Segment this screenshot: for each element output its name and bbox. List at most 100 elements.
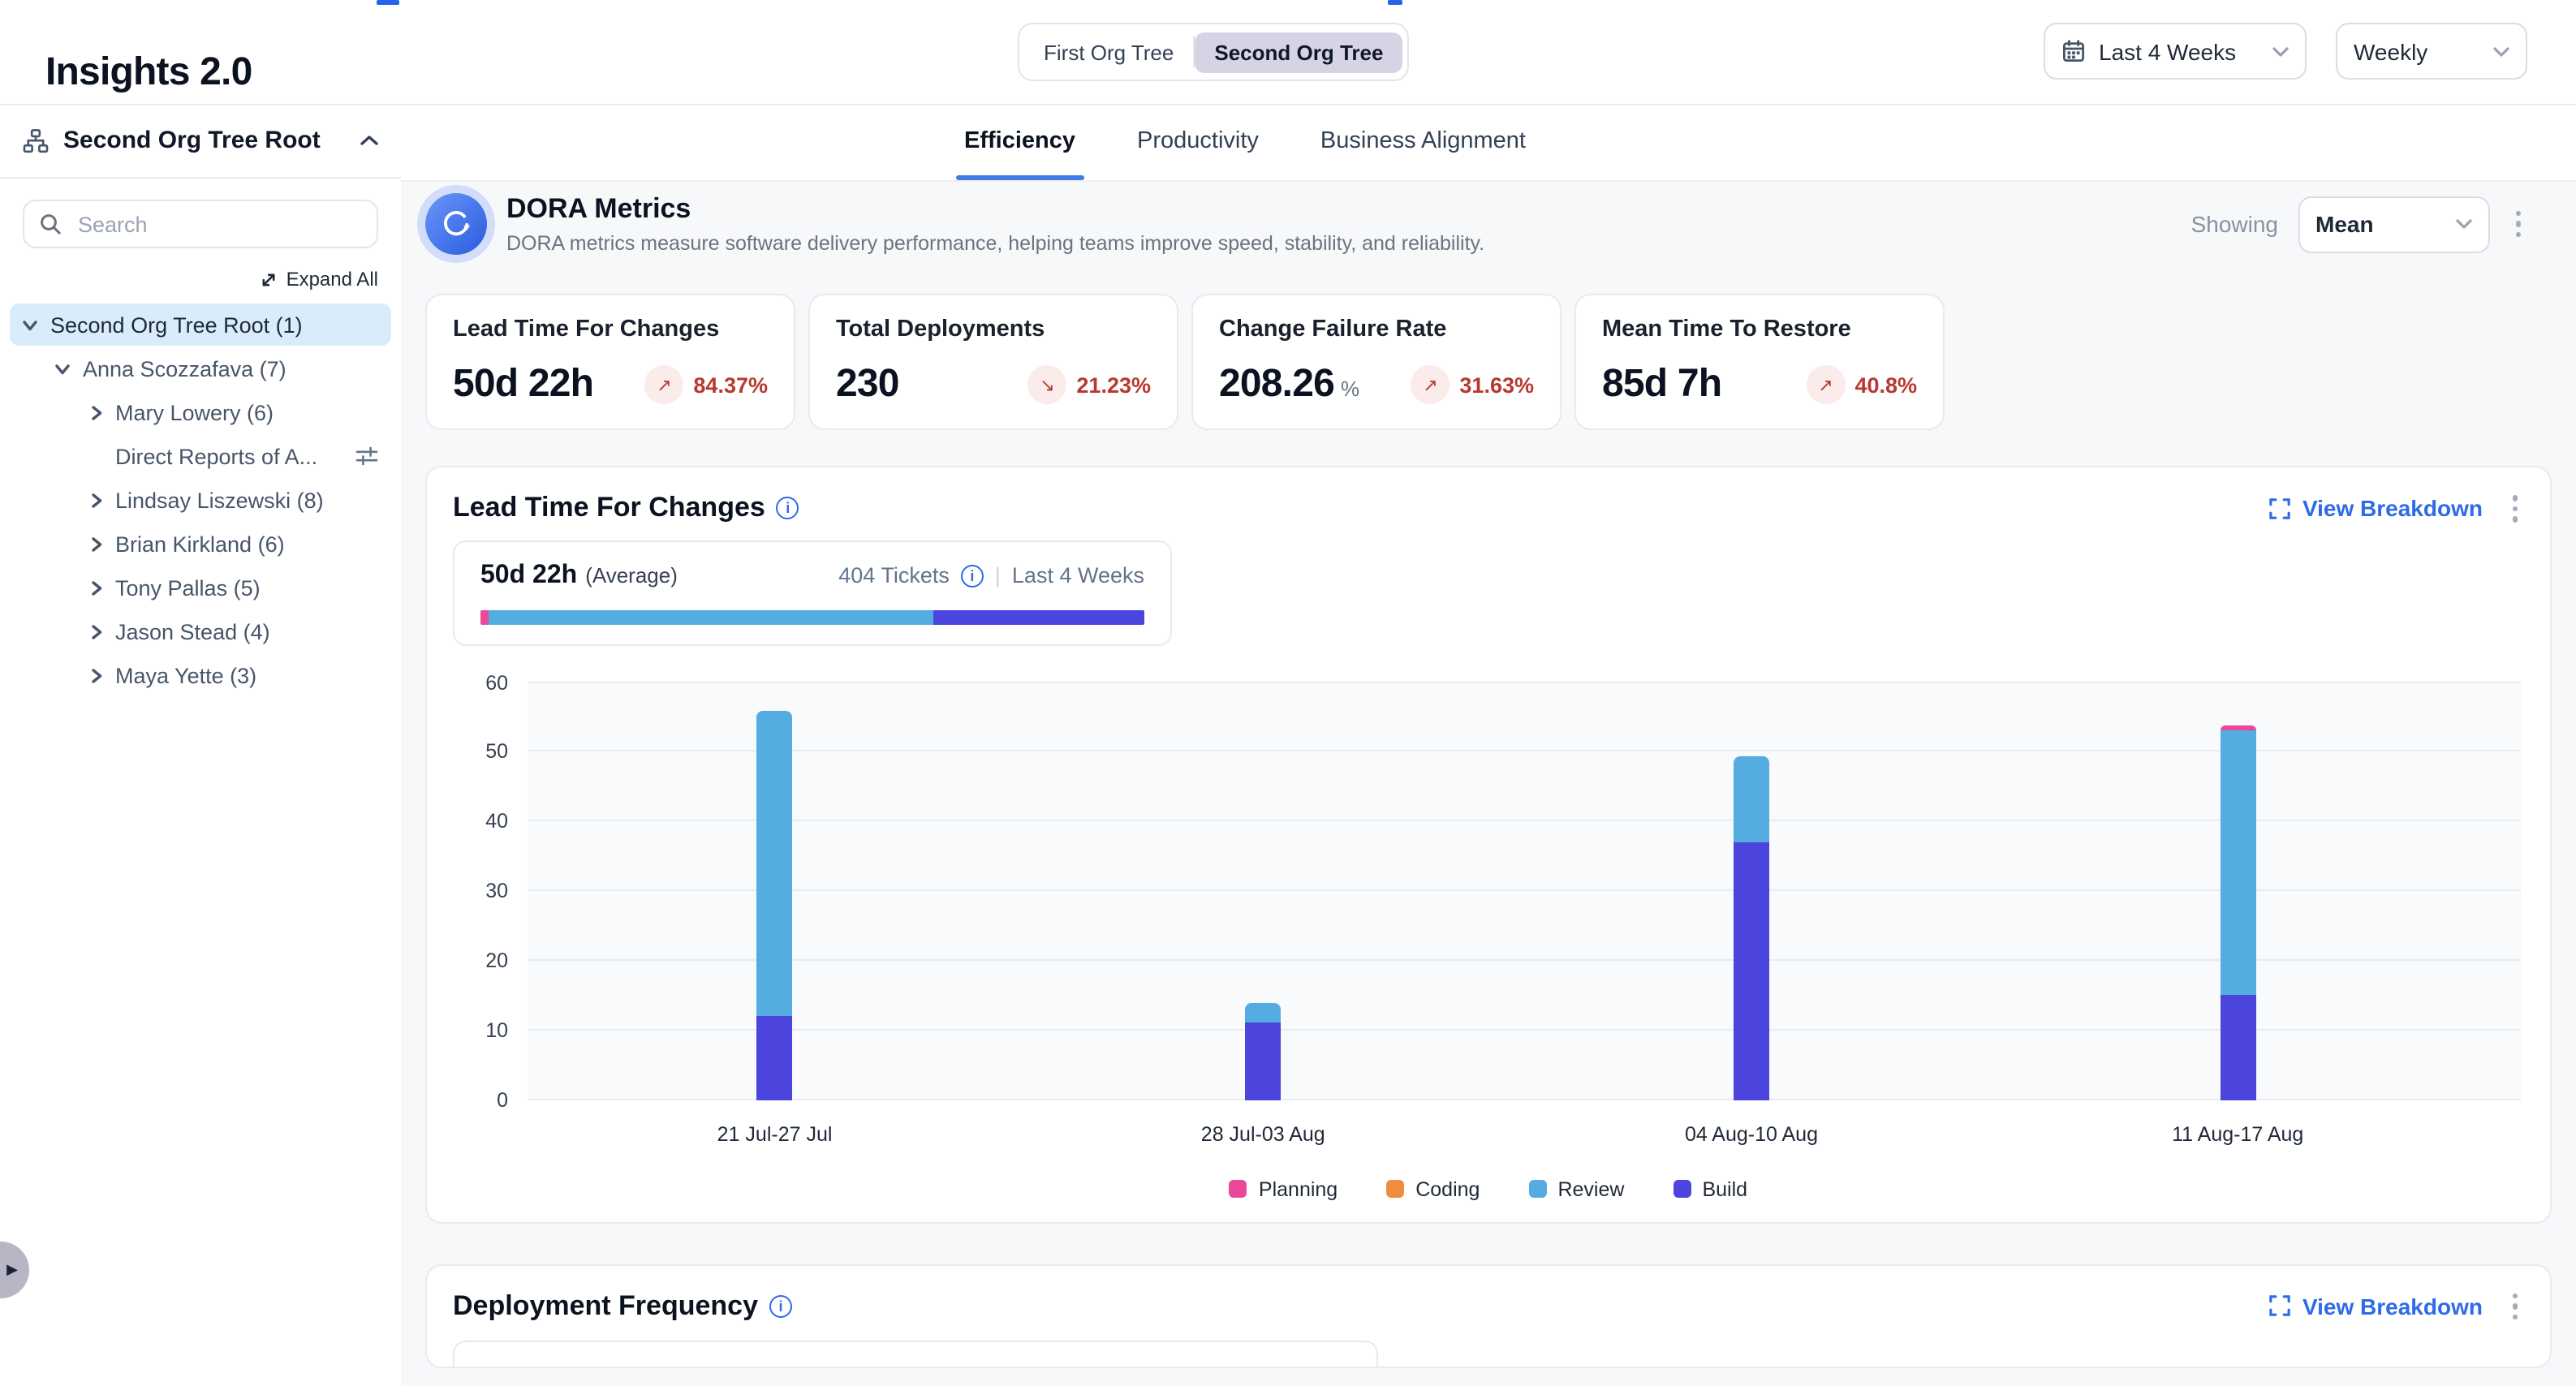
metric-card-title: Total Deployments [836,316,1045,342]
bar-segment-review[interactable] [1733,755,1769,843]
org-chart-icon [23,127,49,153]
deployment-head: Deployment Frequency i View Breakdown [453,1286,2524,1326]
tab-efficiency[interactable]: Efficiency [956,104,1083,180]
metric-delta-value: 84.37% [693,372,768,397]
x-axis-category-label: 04 Aug-10 Aug [1684,1122,1818,1145]
metric-delta-value: 40.8% [1854,372,1917,397]
metric-delta-badge: ↘ 21.23% [1027,365,1151,404]
deployment-kebab-menu[interactable] [2505,1286,2524,1326]
chevron-right-icon[interactable] [88,579,104,596]
dora-kebab-menu[interactable] [2509,204,2527,244]
tree-item[interactable]: Mary Lowery (6) [10,391,391,433]
tree-item[interactable]: Second Org Tree Root (1) [10,303,391,346]
lead-time-kebab-menu[interactable] [2505,489,2524,528]
phase-segment-build [933,609,1144,624]
tree-item[interactable]: Anna Scozzafava (7) [10,347,391,390]
y-axis-tick-label: 50 [485,740,508,764]
metric-cards-row: Lead Time For Changes 50d 22h ↗ 84.37% Total… [425,294,2552,430]
bar-segment-review[interactable] [756,710,793,1017]
metric-delta-badge: ↗ 84.37% [644,365,768,404]
legend-item-build[interactable]: Build [1673,1177,1747,1200]
date-range-select[interactable]: Last 4 Weeks [2044,23,2307,80]
sidebar-header: Second Org Tree Root [0,104,401,179]
tab-business-alignment[interactable]: Business Alignment [1320,128,1526,154]
stacked-bar[interactable] [2220,725,2256,1100]
summary-period: Last 4 Weeks [1011,563,1144,588]
legend-swatch [1528,1180,1547,1198]
bar-segment-review[interactable] [1245,1002,1282,1023]
toggle-first-org-tree[interactable]: First Org Tree [1044,40,1174,64]
section-title: Deployment Frequency [453,1289,758,1321]
bar-segment-build[interactable] [2220,995,2256,1100]
info-icon[interactable]: i [960,564,984,587]
org-tree-toggle: First Org Tree Second Org Tree [1018,23,1410,81]
chevron-right-icon[interactable] [88,536,104,552]
bar-segment-build[interactable] [1245,1022,1282,1100]
summary-meta: 404 Tickets i | Last 4 Weeks [838,563,1144,588]
chevron-right-icon[interactable] [88,492,104,508]
info-icon[interactable]: i [769,1294,792,1318]
sidebar-root-label: Second Org Tree Root [63,127,321,154]
chevron-down-icon[interactable] [23,316,39,333]
gridline [528,1098,2521,1100]
trend-down-icon: ↘ [1027,365,1067,404]
trend-up-icon: ↗ [1806,365,1846,404]
view-breakdown-button[interactable]: View Breakdown [2270,1293,2483,1319]
toggle-second-org-tree[interactable]: Second Org Tree [1195,32,1403,72]
sidebar-collapse-button[interactable] [360,135,378,146]
tree-item[interactable]: Brian Kirkland (6) [10,523,391,565]
bar-segment-build[interactable] [756,1016,793,1100]
tree-item[interactable]: Maya Yette (3) [10,654,391,696]
metric-card-title: Mean Time To Restore [1602,316,1851,342]
trend-up-icon: ↗ [644,365,684,404]
tree-item[interactable]: Lindsay Liszewski (8) [10,479,391,521]
legend-item-planning[interactable]: Planning [1229,1177,1338,1200]
bar-segment-review[interactable] [2220,730,2256,996]
granularity-select[interactable]: Weekly [2336,23,2527,80]
metric-card: Mean Time To Restore 85d 7h ↗ 40.8% [1574,294,1945,430]
tree-item-label: Lindsay Liszewski (8) [115,488,324,512]
tree-item[interactable]: Jason Stead (4) [10,610,391,652]
x-axis-category-label: 21 Jul-27 Jul [717,1122,833,1145]
sidebar-search [23,200,378,248]
bar-segment-planning[interactable] [2220,725,2256,731]
tree-item[interactable]: Direct Reports of A... [10,435,391,477]
legend-swatch [1386,1180,1405,1198]
bar-segment-build[interactable] [1733,842,1769,1100]
chevron-right-icon[interactable] [88,667,104,683]
chart-x-axis-labels: 21 Jul-27 Jul 28 Jul-03 Aug 04 Aug-10 Aug 1… [528,1122,2521,1155]
tree-item[interactable]: Tony Pallas (5) [10,566,391,609]
dora-title: DORA Metrics [506,193,691,224]
section-title: Lead Time For Changes [453,492,765,523]
stacked-bar[interactable] [756,710,793,1100]
top-bar-controls: Last 4 Weeks Weekly [2044,23,2527,80]
chevron-right-icon[interactable] [88,404,104,420]
expand-all-button[interactable]: Expand All [23,268,378,291]
top-cropped-text-artifact [377,0,399,5]
deployment-head-controls: View Breakdown [2270,1286,2524,1326]
aggregation-select[interactable]: Mean [2298,196,2489,252]
metric-delta-value: 21.23% [1076,372,1151,397]
legend-item-coding[interactable]: Coding [1386,1177,1480,1200]
tree-item-label: Anna Scozzafava (7) [83,356,286,381]
metric-card-value: 208.26% [1219,362,1359,406]
sliders-icon[interactable] [355,445,378,467]
legend-item-review[interactable]: Review [1528,1177,1624,1200]
tab-productivity[interactable]: Productivity [1137,128,1259,154]
chevron-down-icon[interactable] [55,360,71,377]
stacked-bar[interactable] [1245,1002,1282,1100]
metric-card-value: 85d 7h [1602,362,1722,406]
y-axis-tick-label: 20 [485,949,508,972]
chevron-right-icon[interactable] [88,623,104,639]
deployment-frequency-section: Deployment Frequency i View Breakdown [425,1263,2552,1367]
view-breakdown-button[interactable]: View Breakdown [2270,496,2483,522]
info-icon[interactable]: i [776,497,799,520]
metric-card-value-row: 85d 7h ↗ 40.8% [1602,362,1917,407]
search-icon [39,213,62,235]
app-title: Insights 2.0 [45,50,252,95]
sidebar-expand-handle[interactable]: ▶ [0,1242,29,1298]
stacked-bar[interactable] [1733,755,1769,1100]
search-input[interactable] [75,210,362,238]
metric-card-value: 50d 22h [453,362,594,406]
aggregation-value: Mean [2315,211,2374,237]
